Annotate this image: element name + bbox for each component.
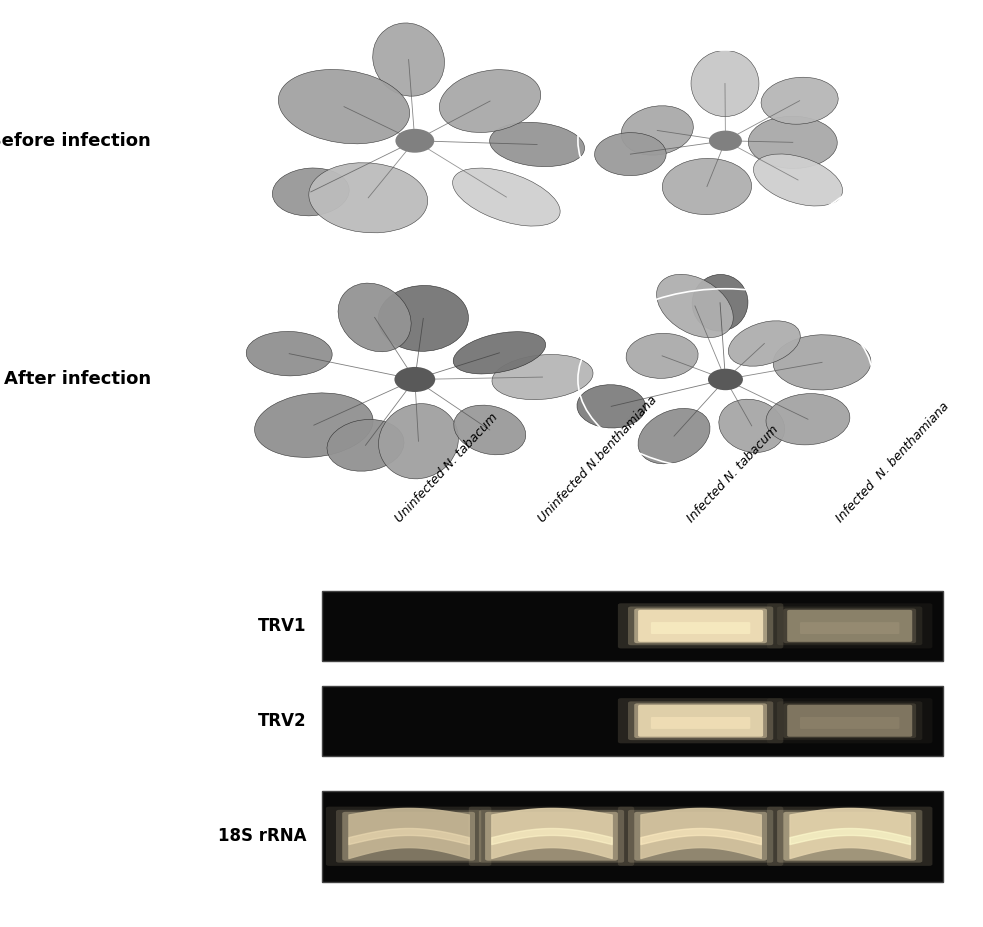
Text: TRV1: TRV1	[258, 616, 306, 635]
Bar	[321, 590, 943, 661]
FancyBboxPatch shape	[485, 812, 618, 860]
FancyBboxPatch shape	[336, 810, 482, 863]
FancyBboxPatch shape	[618, 806, 783, 866]
FancyBboxPatch shape	[628, 606, 774, 645]
Ellipse shape	[453, 332, 546, 374]
Ellipse shape	[748, 116, 838, 169]
Ellipse shape	[761, 77, 838, 124]
Ellipse shape	[246, 332, 332, 375]
Ellipse shape	[621, 106, 693, 155]
FancyBboxPatch shape	[800, 622, 899, 634]
FancyBboxPatch shape	[787, 610, 912, 641]
Circle shape	[394, 367, 435, 392]
Ellipse shape	[691, 50, 759, 117]
FancyBboxPatch shape	[651, 622, 750, 634]
Ellipse shape	[338, 283, 411, 351]
Ellipse shape	[638, 409, 710, 464]
FancyBboxPatch shape	[767, 698, 933, 743]
Ellipse shape	[595, 133, 666, 175]
FancyBboxPatch shape	[628, 702, 774, 740]
Text: TRV2: TRV2	[258, 712, 306, 730]
FancyBboxPatch shape	[638, 705, 763, 737]
Ellipse shape	[719, 400, 784, 452]
FancyBboxPatch shape	[634, 704, 767, 738]
Ellipse shape	[692, 274, 748, 331]
Ellipse shape	[454, 405, 526, 455]
FancyBboxPatch shape	[783, 608, 916, 643]
FancyBboxPatch shape	[767, 603, 933, 648]
FancyBboxPatch shape	[778, 702, 922, 740]
FancyBboxPatch shape	[479, 810, 624, 863]
FancyBboxPatch shape	[342, 812, 475, 860]
Text: Infected  N. benthamiana: Infected N. benthamiana	[835, 400, 953, 525]
Bar	[321, 791, 943, 882]
FancyBboxPatch shape	[651, 717, 750, 729]
Circle shape	[708, 369, 743, 390]
FancyBboxPatch shape	[634, 812, 767, 860]
FancyBboxPatch shape	[469, 806, 634, 866]
Ellipse shape	[255, 393, 374, 457]
Ellipse shape	[490, 122, 585, 167]
Ellipse shape	[327, 419, 404, 471]
FancyBboxPatch shape	[634, 608, 767, 643]
Ellipse shape	[272, 168, 349, 216]
FancyBboxPatch shape	[778, 810, 922, 863]
Ellipse shape	[774, 335, 871, 390]
FancyBboxPatch shape	[638, 610, 763, 641]
Text: Uninfected N. tabacum: Uninfected N. tabacum	[393, 411, 501, 525]
Ellipse shape	[373, 23, 444, 96]
Text: Uninfected N.benthamiana: Uninfected N.benthamiana	[536, 393, 660, 525]
Text: 18S rRNA: 18S rRNA	[217, 827, 306, 845]
Ellipse shape	[452, 168, 560, 226]
Ellipse shape	[309, 163, 428, 233]
FancyBboxPatch shape	[783, 704, 916, 738]
Text: Before infection: Before infection	[0, 132, 150, 150]
FancyBboxPatch shape	[787, 705, 912, 737]
Ellipse shape	[626, 334, 698, 378]
FancyBboxPatch shape	[618, 603, 783, 648]
FancyBboxPatch shape	[778, 606, 922, 645]
FancyBboxPatch shape	[618, 698, 783, 743]
Bar	[321, 686, 943, 756]
FancyBboxPatch shape	[783, 812, 916, 860]
FancyBboxPatch shape	[628, 810, 774, 863]
Ellipse shape	[657, 274, 733, 337]
Ellipse shape	[754, 154, 842, 206]
Ellipse shape	[766, 394, 850, 445]
FancyBboxPatch shape	[800, 717, 899, 729]
Ellipse shape	[728, 321, 800, 366]
FancyBboxPatch shape	[767, 806, 933, 866]
Ellipse shape	[492, 354, 593, 400]
Ellipse shape	[577, 385, 646, 428]
Text: After infection: After infection	[4, 371, 150, 388]
Ellipse shape	[439, 70, 541, 133]
Text: Infected N. tabacum: Infected N. tabacum	[685, 423, 781, 525]
Ellipse shape	[378, 286, 469, 351]
Ellipse shape	[663, 159, 752, 214]
Circle shape	[395, 129, 434, 153]
Circle shape	[709, 131, 742, 151]
FancyBboxPatch shape	[326, 806, 492, 866]
Ellipse shape	[378, 403, 458, 479]
Ellipse shape	[278, 70, 410, 144]
